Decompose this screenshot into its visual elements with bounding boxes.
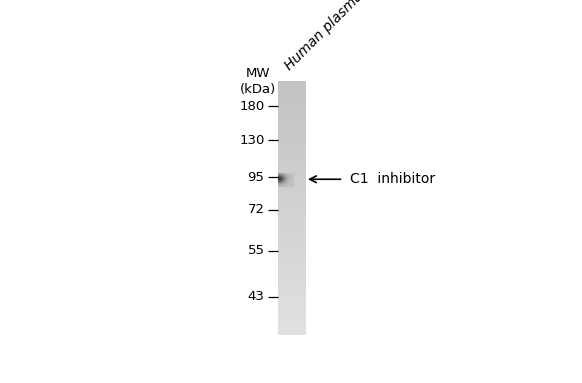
Text: 72: 72 [247,203,264,216]
Text: C1  inhibitor: C1 inhibitor [350,172,435,186]
Text: MW
(kDa): MW (kDa) [240,67,276,96]
Text: 180: 180 [239,100,264,113]
Text: 130: 130 [239,134,264,147]
Text: 95: 95 [247,171,264,184]
Text: 55: 55 [247,244,264,257]
Text: 43: 43 [247,290,264,303]
Text: Human plasma: Human plasma [282,0,365,72]
